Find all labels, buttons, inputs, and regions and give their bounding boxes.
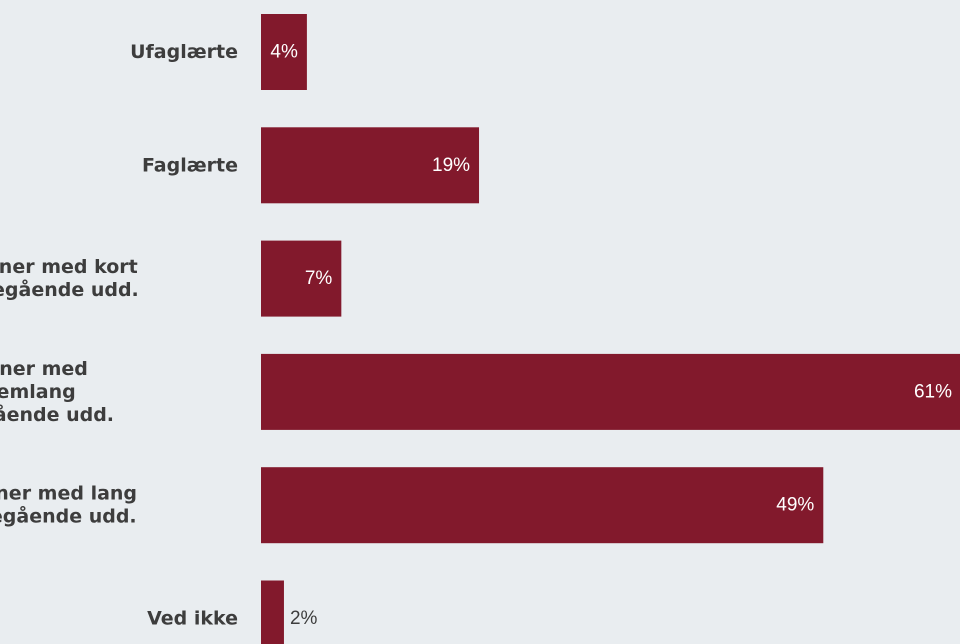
category-label-1: Faglærte (142, 154, 238, 176)
category-label-2-line-0: Personer med kort (0, 256, 138, 278)
value-label-2: 7% (305, 268, 333, 289)
bar-4 (261, 467, 824, 544)
category-label-2-line-1: videregående udd. (0, 277, 139, 301)
value-label-1: 19% (432, 155, 470, 176)
category-label-1-line-0: Faglærte (142, 154, 238, 176)
bar-1 (261, 127, 480, 204)
bar-5 (261, 580, 284, 644)
category-label-3-line-0: Personer med (0, 358, 88, 380)
category-label-4-line-0: Personer med lang (0, 483, 137, 505)
category-label-0: Ufaglærte (130, 41, 238, 63)
category-label-5-line-0: Ved ikke (147, 608, 238, 630)
category-label-3-line-2: videregående udd. (0, 402, 114, 426)
bar-3 (261, 353, 960, 430)
category-label-3-line-1: mellemlang (0, 381, 76, 403)
value-label-5: 2% (290, 608, 318, 629)
category-label-3: Personer medmellemlangvideregående udd. (0, 358, 114, 426)
category-label-0-line-0: Ufaglærte (130, 41, 238, 63)
value-labels: 4% 19% 7% 61% 49% 2% (270, 42, 952, 630)
category-label-4-line-1: videregående udd. (0, 504, 137, 528)
category-label-5: Ved ikke (147, 608, 238, 630)
value-label-0: 4% (270, 42, 298, 63)
value-label-4: 49% (776, 495, 814, 516)
category-labels: UfaglærteFaglærtePersoner med kortvidere… (0, 41, 238, 630)
bars (261, 14, 960, 644)
category-label-4: Personer med langvideregående udd. (0, 483, 137, 528)
bar-0 (261, 14, 307, 90)
category-label-2: Personer med kortvideregående udd. (0, 256, 139, 301)
value-label-3: 61% (914, 381, 952, 402)
bar-2 (261, 240, 342, 317)
